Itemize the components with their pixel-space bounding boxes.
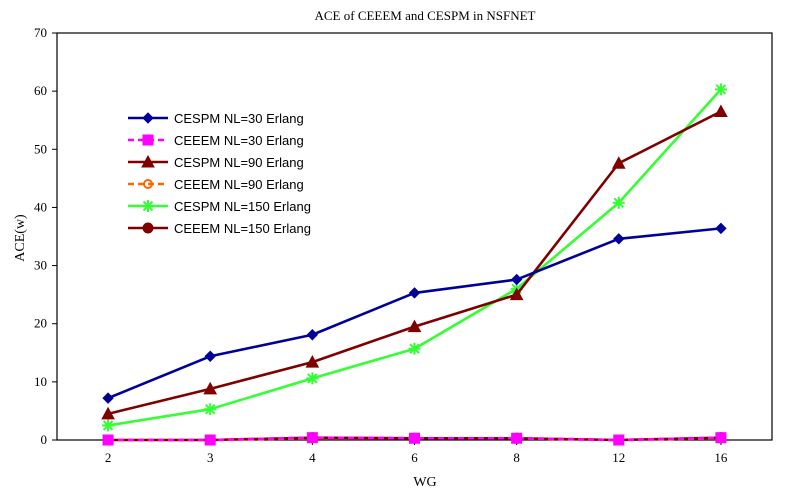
data-point [102,392,114,404]
y-tick-label: 70 [34,25,47,40]
data-point [204,350,216,362]
legend-swatch-marker [142,222,154,234]
data-point [511,432,523,444]
data-point [715,432,727,444]
data-point [408,287,421,299]
legend-label: CEEEM NL=90 Erlang [174,177,304,192]
legend-item: CEEEM NL=90 Erlang [128,177,304,192]
series-2 [101,104,728,420]
star-arm [307,373,318,384]
legend-label: CESPM NL=90 Erlang [174,155,304,170]
series-1 [102,432,727,446]
data-point [306,329,319,341]
y-axis-title: ACE(w) [13,214,28,262]
data-point [306,432,318,444]
x-tick-label: 2 [105,450,112,465]
y-axis: 0 10 20 30 40 50 60 70 [34,25,57,447]
star-arm [142,200,154,212]
plot-area-frame [56,32,773,441]
data-point [408,342,421,355]
legend-label: CEEEM NL=30 Erlang [174,133,304,148]
y-tick-label: 20 [34,316,47,331]
y-tick-label: 10 [34,374,47,389]
legend-label: CESPM NL=150 Erlang [174,199,311,214]
data-point [613,434,625,446]
legend-swatch-marker [142,200,154,212]
legend-item: CEEEM NL=150 Erlang [128,221,311,236]
legend-item: CEEEM NL=30 Erlang [128,133,304,148]
legend-label: CESPM NL=30 Erlang [174,111,304,126]
data-point [714,104,728,117]
data-point [102,419,115,432]
x-tick-label: 16 [714,450,728,465]
data-point [611,156,626,169]
y-tick-label: 50 [34,141,47,156]
y-tick-label: 60 [34,83,47,98]
data-point [612,196,625,209]
x-tick-label: 8 [513,450,520,465]
x-tick-label: 6 [411,450,418,465]
data-point [203,381,218,395]
data-point [305,355,320,368]
star-arm [613,197,624,208]
legend: CESPM NL=30 Erlang CEEEM NL=30 Erlang CESP… [128,111,311,236]
x-tick-label: 4 [309,450,316,465]
data-point [407,319,422,333]
data-point [715,222,727,235]
legend-label: CEEEM NL=150 Erlang [174,221,311,236]
data-point [204,403,217,416]
x-tick-label: 12 [612,450,625,465]
legend-swatch-marker [141,154,155,168]
series-line [107,227,722,400]
data-point [102,434,114,446]
data-point [409,432,420,444]
x-tick-label: 3 [207,450,214,465]
star-arm [409,343,420,354]
legend-item: CESPM NL=30 Erlang [128,111,304,126]
data-point [101,406,115,420]
series-0 [102,222,727,404]
data-point [714,83,727,96]
y-tick-label: 0 [41,432,48,447]
star-arm [205,403,216,415]
y-tick-label: 30 [34,258,47,273]
data-point [509,287,524,301]
series-layer [101,83,728,446]
y-tick-label: 40 [34,199,47,214]
data-point [510,273,523,286]
star-arm [102,420,114,431]
legend-swatch-marker [142,134,154,146]
data-point [204,434,216,446]
legend-swatch-marker [143,179,153,189]
legend-swatch-marker [142,112,154,124]
data-point [613,233,625,245]
chart-title: ACE of CEEEM and CESPM in NSFNET [314,8,535,23]
legend-item: CESPM NL=150 Erlang [128,199,311,214]
data-point [306,372,319,385]
legend-item: CESPM NL=90 Erlang [128,154,304,170]
x-axis-title: WG [413,475,436,490]
star-arm [715,84,727,95]
